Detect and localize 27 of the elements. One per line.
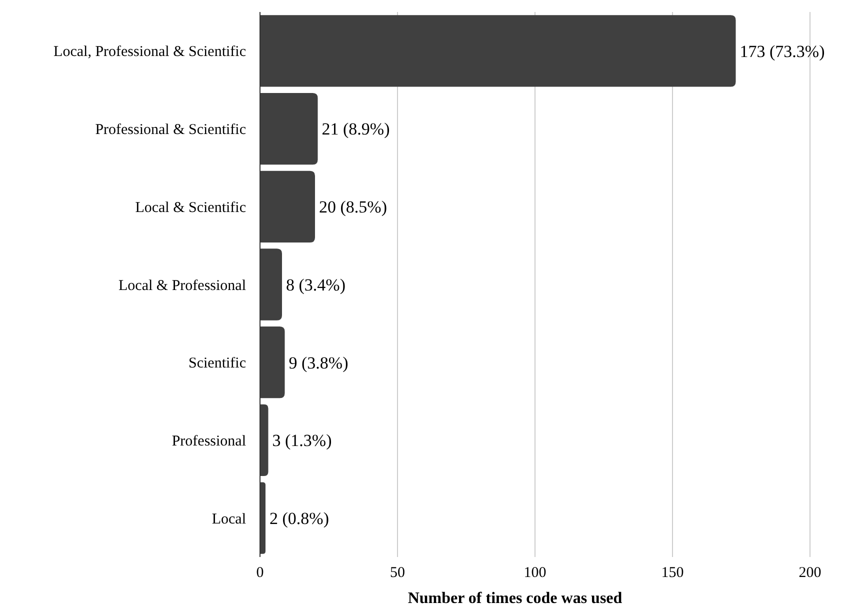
data-label: 173 (73.3%) [740, 42, 825, 61]
bar [260, 92, 318, 165]
bar [260, 248, 282, 320]
y-tick-label: Scientific [188, 356, 246, 372]
bar [260, 326, 285, 398]
data-label: 2 (0.8%) [270, 509, 329, 528]
data-label: 9 (3.8%) [288, 353, 348, 372]
data-label: 21 (8.9%) [322, 120, 390, 139]
data-label: 20 (8.5%) [319, 198, 387, 217]
bar [260, 404, 268, 476]
y-tick-label: Professional [172, 433, 246, 450]
y-tick-label: Local & Scientific [135, 200, 246, 216]
x-tick-label: 200 [798, 565, 822, 581]
x-tick-label: 50 [390, 565, 405, 581]
data-label: 3 (1.3%) [272, 431, 332, 450]
x-tick-label: 0 [256, 565, 264, 581]
y-tick-label: Local [212, 511, 246, 528]
bar [260, 482, 266, 554]
y-tick-label: Professional & Scientific [95, 122, 246, 138]
data-label: 8 (3.4%) [286, 275, 346, 294]
bar [260, 15, 736, 87]
bar [260, 170, 315, 242]
x-tick-label: 150 [661, 565, 684, 581]
y-tick-label: Local, Professional & Scientific [54, 44, 246, 60]
y-tick-label: Local & Professional [118, 278, 246, 294]
x-axis-title: Number of times code was used [408, 590, 622, 607]
x-tick-label: 100 [524, 565, 546, 581]
